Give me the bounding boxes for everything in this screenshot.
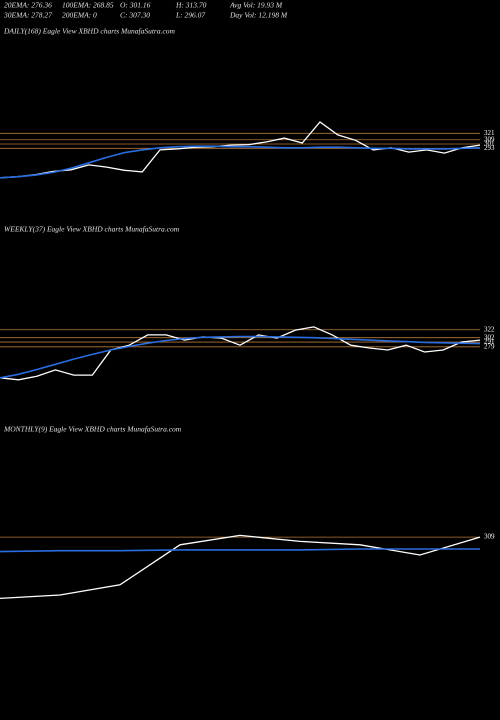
- y-tick-label: 322: [484, 325, 495, 333]
- header-stat: 30EMA: 278.27: [3, 11, 52, 20]
- header-stat: L: 296.07: [175, 11, 205, 20]
- y-tick-label: 293: [484, 144, 495, 152]
- header-stat: C: 307.30: [120, 11, 150, 20]
- panel-title: DAILY(168) Eagle View XBHD charts Munafa…: [3, 27, 176, 36]
- y-tick-label: 321: [484, 129, 495, 137]
- y-tick-label: 302: [484, 333, 495, 341]
- header-stat: O: 301.16: [120, 1, 151, 10]
- y-tick-label: 309: [484, 533, 495, 541]
- price-line: [0, 121, 481, 179]
- price-line: [0, 534, 481, 600]
- price-line: [0, 326, 481, 381]
- header-stat: Avg Vol: 19.93 M: [229, 1, 283, 10]
- header-stat: 200EMA: 0: [62, 11, 97, 20]
- header-stat: H: 313.70: [175, 1, 207, 10]
- price-line: [0, 548, 480, 553]
- y-tick-label: 291: [484, 338, 495, 346]
- panel-title: MONTHLY(9) Eagle View XBHD charts Munafa…: [3, 425, 182, 434]
- price-line: [0, 335, 481, 379]
- header-stat: Day Vol: 12.198 M: [229, 11, 288, 20]
- header-stat: 100EMA: 268.85: [62, 1, 114, 10]
- header-stat: 20EMA: 276.36: [4, 1, 52, 10]
- price-line: [0, 145, 481, 179]
- y-tick-label: 309: [484, 135, 495, 143]
- y-tick-label: 301: [484, 140, 495, 148]
- panel-title: WEEKLY(37) Eagle View XBHD charts Munafa…: [4, 225, 180, 234]
- y-tick-label: 279: [484, 342, 495, 350]
